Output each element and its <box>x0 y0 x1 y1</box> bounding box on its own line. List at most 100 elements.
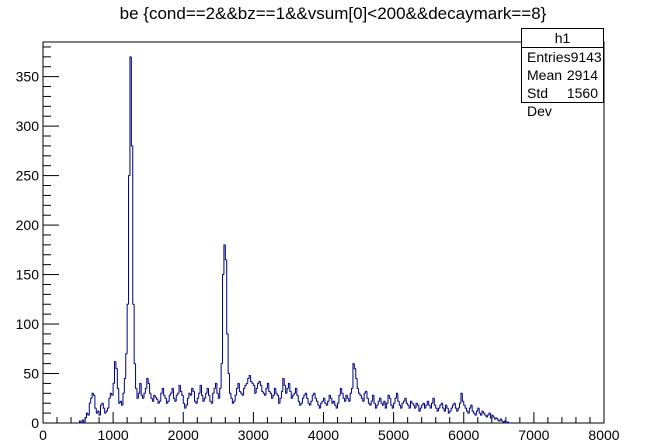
histogram-bin <box>463 401 466 406</box>
histogram-bin <box>126 303 129 354</box>
histogram-bin <box>430 402 433 409</box>
histogram-bin <box>92 393 95 396</box>
histogram-bin <box>247 377 250 384</box>
stats-label: Mean <box>527 67 563 83</box>
histogram-bin <box>314 393 317 399</box>
histogram-bin <box>136 388 139 399</box>
histogram-bin <box>177 392 180 396</box>
histogram-bin <box>489 413 492 419</box>
stats-row-mean: Mean 2914 <box>522 66 603 84</box>
histogram-bin <box>438 407 440 412</box>
histogram-bin <box>450 407 453 412</box>
histogram-bin <box>268 383 271 392</box>
histogram-bin <box>386 402 389 409</box>
histogram-bin <box>125 353 128 379</box>
histogram-bin <box>230 393 233 399</box>
histogram-bin <box>311 394 314 402</box>
histogram-bin <box>143 392 146 399</box>
histogram-bin <box>391 405 394 409</box>
histogram-bin <box>464 405 467 409</box>
histogram-bin <box>81 419 84 423</box>
histogram-bin <box>439 404 442 409</box>
histogram-bin <box>114 361 116 384</box>
histogram-bin <box>207 388 210 396</box>
x-tick-label: 4000 <box>308 427 339 443</box>
y-tick-label: 50 <box>23 366 39 382</box>
histogram-bin <box>205 392 208 399</box>
histogram-bin <box>219 387 222 399</box>
histogram-bin <box>144 387 147 394</box>
histogram-bin <box>508 422 511 424</box>
histogram-bin <box>397 393 400 402</box>
histogram-bin <box>353 363 356 370</box>
histogram-bin <box>184 403 187 409</box>
histogram-bin <box>423 403 426 409</box>
chart-title: be {cond==2&&bz==1&&vsum[0]<200&&decayma… <box>119 4 547 23</box>
histogram-bin <box>394 397 397 404</box>
histogram-bin <box>429 405 432 409</box>
histogram-bin <box>365 390 367 394</box>
histogram-bin <box>163 388 166 396</box>
histogram-bin <box>216 383 219 394</box>
histogram-bin <box>436 408 439 412</box>
histogram-bin <box>435 405 438 409</box>
stats-value: 1560 <box>566 85 598 101</box>
histogram-bin <box>341 388 344 394</box>
histogram-bin <box>102 403 105 409</box>
histogram-bin <box>227 333 230 375</box>
histogram-bin <box>224 244 227 261</box>
histogram-bin <box>100 404 102 416</box>
histogram-bin <box>251 381 254 384</box>
histogram-bin <box>112 382 115 396</box>
histogram-bin <box>433 398 436 406</box>
histogram-bin <box>151 398 154 402</box>
x-tick-label: 2000 <box>168 427 199 443</box>
histogram-bin <box>192 388 195 392</box>
y-axis: 0 50 100 150 200 250 300 350 <box>16 46 59 431</box>
histogram-bin <box>358 388 360 394</box>
histogram-bin <box>154 395 157 398</box>
histogram-bin <box>128 175 130 305</box>
histogram-bin <box>164 395 167 399</box>
histogram-bin <box>193 391 196 402</box>
histogram-bin <box>317 401 320 406</box>
stats-box: h1 Entries 9143 Mean 2914 Std Dev 1560 <box>521 28 604 119</box>
histogram-bin <box>384 401 387 409</box>
stats-label: Entries <box>527 49 571 65</box>
histogram-bin <box>367 398 370 404</box>
histogram-bin <box>346 395 349 399</box>
histogram-bin <box>318 405 321 409</box>
histogram-bin <box>398 401 401 406</box>
histogram-bin <box>271 393 274 399</box>
histogram-bin <box>140 383 143 396</box>
histogram-bin <box>203 397 206 402</box>
histogram-bin <box>418 405 421 412</box>
histogram-bin <box>147 378 150 384</box>
x-tick-label: 6000 <box>448 427 479 443</box>
histogram-bin <box>116 368 119 389</box>
histogram-bin <box>222 274 224 364</box>
histogram-bin <box>303 394 306 399</box>
histogram-bin <box>254 385 257 394</box>
histogram-bin <box>360 395 363 399</box>
histogram-bin <box>306 393 309 399</box>
x-axis: 0 1000 2000 3000 4000 5000 6000 7000 8000 <box>39 412 620 443</box>
histogram-bin <box>104 408 107 414</box>
histogram-bin <box>338 394 341 404</box>
histogram-bin <box>293 392 296 396</box>
histogram-bin <box>107 407 109 412</box>
histogram-bin <box>366 391 369 399</box>
histogram-bin <box>229 373 231 394</box>
histogram-bin <box>428 401 431 406</box>
stats-row-entries: Entries 9143 <box>522 48 603 66</box>
histogram-bin <box>321 400 324 404</box>
histogram-bin <box>88 402 91 416</box>
histogram-bin <box>123 377 126 394</box>
histogram-bin <box>108 397 111 409</box>
histogram-bin <box>105 410 108 414</box>
histogram-bin <box>492 415 495 418</box>
histogram-bin <box>468 407 471 414</box>
histogram-bin <box>496 418 499 421</box>
histogram-bin <box>457 407 460 412</box>
x-tick-label: 7000 <box>518 427 549 443</box>
